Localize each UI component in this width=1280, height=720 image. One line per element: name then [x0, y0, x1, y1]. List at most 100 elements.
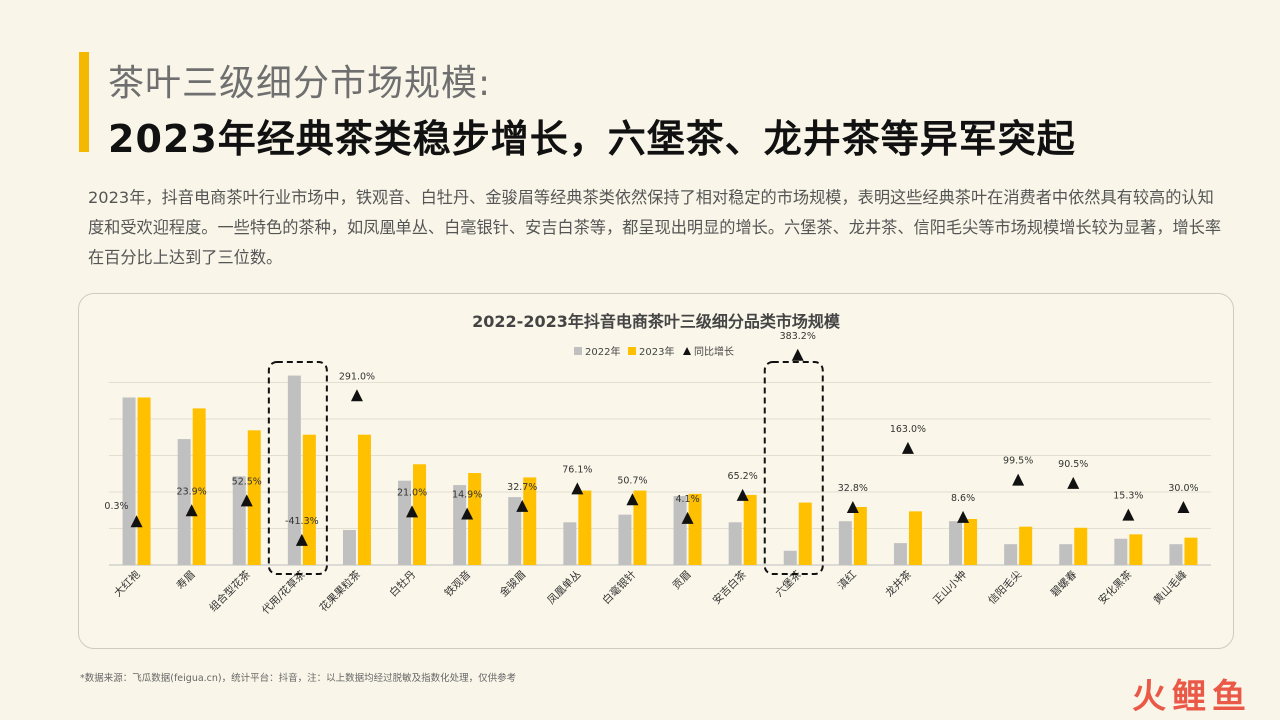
bar-2022 [838, 521, 852, 565]
bar-2023 [908, 511, 922, 565]
bar-2023 [633, 490, 647, 565]
category-label: 寿眉 [174, 568, 198, 592]
bar-2022 [1114, 538, 1128, 565]
category-label: 凤凰单丛 [545, 569, 583, 607]
bar-2023 [468, 473, 482, 565]
category-label: 贡眉 [670, 569, 693, 592]
highlight-box [763, 361, 824, 575]
chart-title: 2022-2023年抖音电商茶叶三级细分品类市场规模 [472, 312, 841, 331]
growth-label: 65.2% [728, 471, 758, 482]
growth-label: 23.9% [177, 486, 207, 497]
growth-marker [295, 533, 308, 546]
growth-marker [406, 505, 419, 518]
bar-2022 [1169, 544, 1183, 565]
bar-2023 [1129, 534, 1143, 565]
category-label: 组合型花茶 [207, 568, 254, 615]
growth-marker [516, 499, 529, 512]
title-accent-bar [79, 52, 89, 152]
legend-marker-growth [683, 347, 691, 355]
growth-marker [1067, 476, 1080, 489]
legend-swatch-2022 [574, 347, 582, 355]
growth-label: 30.0% [1168, 483, 1198, 494]
growth-label: 99.5% [1003, 456, 1033, 467]
svg-text:火: 火 [1132, 677, 1166, 716]
bar-2022 [949, 521, 963, 565]
bar-2022 [287, 375, 301, 565]
growth-label: 163.0% [890, 424, 926, 435]
bar-2023 [578, 490, 592, 565]
growth-label: 76.1% [562, 464, 592, 475]
growth-marker [681, 511, 694, 524]
bar-2022 [177, 439, 191, 565]
category-label: 金骏眉 [497, 568, 528, 599]
bar-2023 [798, 502, 812, 565]
growth-label: 52.5% [232, 476, 262, 487]
chart-card: 2022-2023年抖音电商茶叶三级细分品类市场规模 2022年 2023年 同比增长… [78, 293, 1234, 649]
page-subtitle: 2023年经典茶类稳步增长，六堡茶、龙井茶等异军突起 [108, 117, 1076, 161]
bar-2023 [853, 506, 867, 565]
category-label: 安吉白茶 [710, 568, 749, 607]
growth-marker [791, 348, 804, 361]
category-label: 铁观音 [442, 568, 473, 599]
growth-label: 291.0% [339, 371, 375, 382]
legend-label-growth: 同比增长 [694, 345, 734, 358]
bar-2022 [618, 514, 632, 565]
bar-2023 [137, 397, 151, 565]
growth-marker [626, 493, 639, 506]
bar-2023 [413, 464, 427, 565]
bar-2023 [357, 434, 371, 565]
page-title: 茶叶三级细分市场规模: [108, 63, 492, 104]
bar-2022 [342, 529, 356, 565]
bar-2023 [1074, 527, 1088, 565]
growth-label: -41.3% [285, 516, 319, 527]
growth-label: 50.7% [617, 475, 647, 486]
category-label: 碧螺春 [1049, 568, 1080, 599]
legend-label-2023: 2023年 [639, 345, 674, 358]
growth-marker [240, 494, 253, 507]
bar-2023 [1184, 537, 1198, 565]
bar-2022 [1004, 544, 1018, 565]
growth-label: 0.3% [104, 501, 128, 512]
growth-marker [957, 510, 970, 523]
growth-label: 8.6% [951, 493, 975, 504]
growth-marker [461, 507, 474, 520]
bar-2022 [1059, 544, 1073, 565]
growth-marker [571, 482, 584, 495]
bar-2023 [1019, 526, 1033, 565]
growth-marker [185, 504, 198, 517]
bar-2023 [964, 519, 978, 565]
bar-2022 [508, 497, 522, 565]
bar-2022 [673, 496, 687, 565]
bar-2023 [523, 477, 537, 565]
growth-marker [736, 488, 749, 501]
growth-marker [846, 500, 859, 513]
category-label: 大红袍 [111, 568, 143, 600]
growth-label: 383.2% [780, 331, 816, 342]
growth-label: 32.7% [507, 482, 537, 493]
bar-2023 [302, 434, 316, 565]
growth-marker [1177, 500, 1190, 513]
data-source-footnote: *数据来源：飞瓜数据(feigua.cn)，统计平台：抖音，注：以上数据均经过脱… [80, 673, 517, 684]
growth-marker [1122, 508, 1135, 521]
category-label: 龙井茶 [883, 568, 915, 600]
description-paragraph: 2023年，抖音电商茶叶行业市场中，铁观音、白牡丹、金骏眉等经典茶类依然保持了相… [88, 188, 1222, 267]
growth-label: 4.1% [675, 494, 699, 505]
bar-2022 [453, 485, 467, 565]
category-label: 白牡丹 [387, 568, 418, 599]
growth-label: 14.9% [452, 490, 482, 501]
bar-2022 [563, 522, 577, 565]
category-label: 安化黑茶 [1096, 568, 1135, 607]
bar-2023 [743, 494, 757, 565]
growth-marker [350, 389, 363, 402]
growth-marker [130, 515, 143, 528]
bar-2022 [728, 522, 742, 565]
growth-label: 15.3% [1113, 491, 1143, 502]
category-label: 信阳毛尖 [985, 568, 1024, 607]
highlight-box [267, 361, 328, 575]
bar-2023 [688, 493, 702, 565]
legend-swatch-2023 [628, 347, 636, 355]
category-label: 滇红 [835, 568, 859, 592]
growth-label: 32.8% [838, 483, 868, 494]
svg-text:鱼: 鱼 [1212, 677, 1246, 716]
growth-label: 21.0% [397, 487, 427, 498]
